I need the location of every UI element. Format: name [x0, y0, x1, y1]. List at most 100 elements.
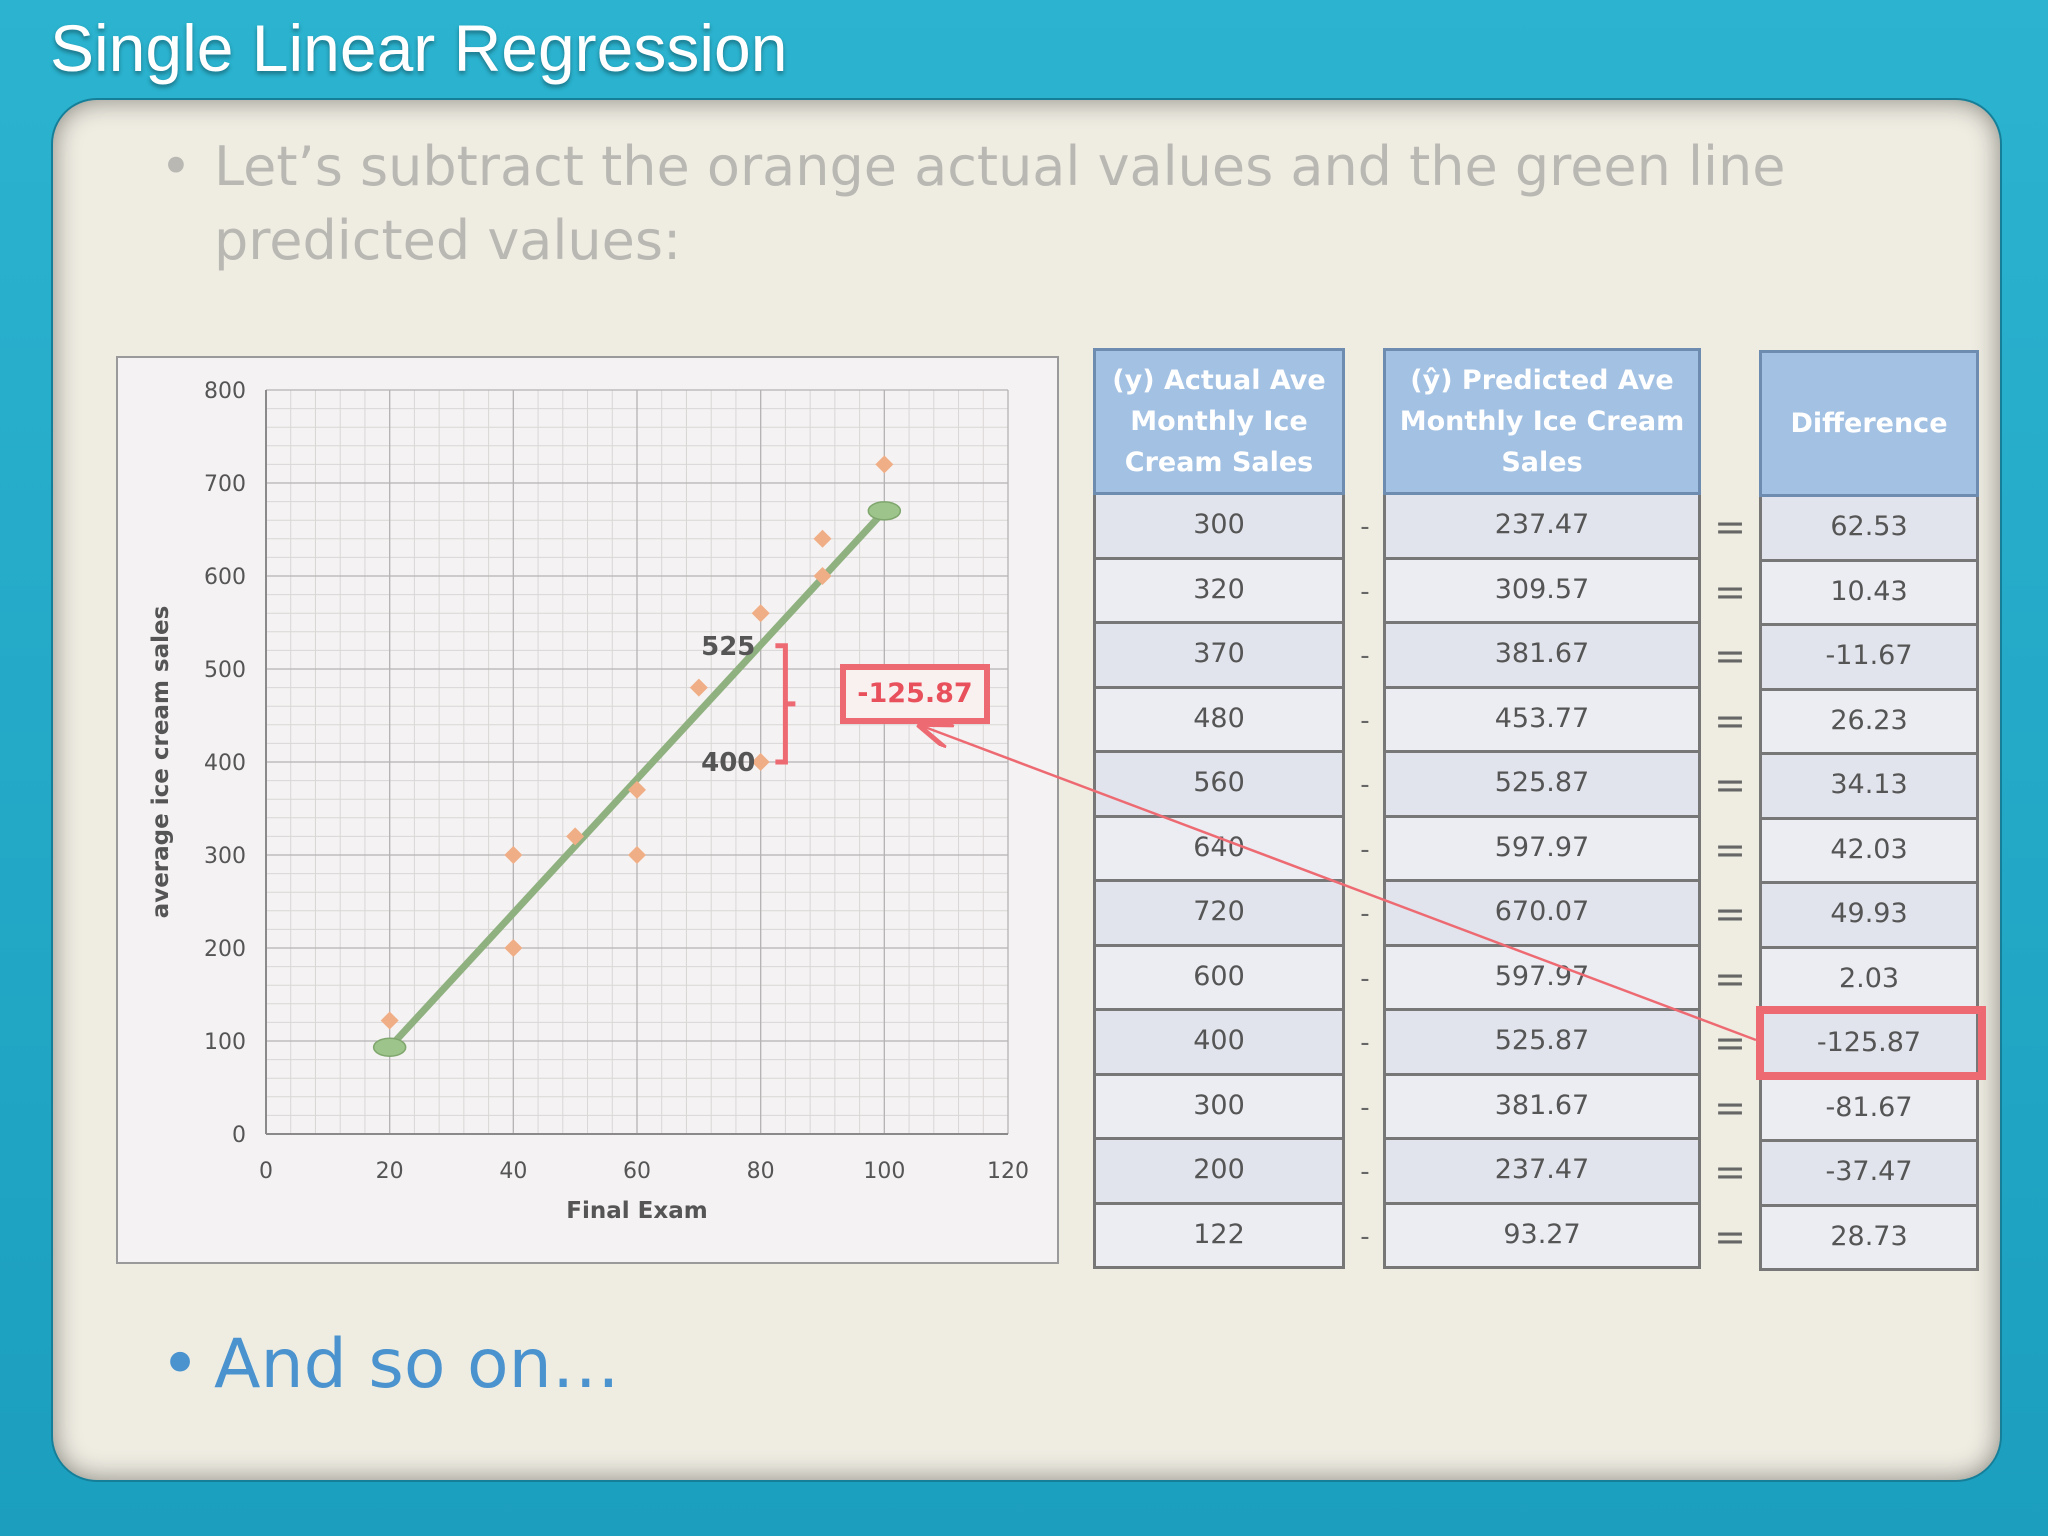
- chart-axes: 0 20 40 60 80 100 120 0 100 200 300 400 500 600 700 800…: [148, 379, 1029, 1224]
- difference-cell: 42.03: [1759, 819, 1979, 884]
- minus-sign: -: [1360, 1157, 1370, 1187]
- data-point: [628, 780, 646, 799]
- difference-cell: -11.67: [1759, 626, 1979, 691]
- regression-line: [386, 507, 888, 1051]
- minus-sign: -: [1360, 1221, 1370, 1252]
- data-point: [875, 455, 894, 474]
- predicted-cell: 381.67: [1383, 1075, 1701, 1140]
- equal-sign: =: [1714, 1021, 1746, 1065]
- difference-column: Difference 62.53 10.43 -11.67 26.23 34.13 42.…: [1759, 350, 1979, 1271]
- y-tick-label: 200: [204, 937, 246, 962]
- bullet-and-so-on-text: And so on…: [214, 1325, 620, 1404]
- actual-header: (y) Actual Ave Monthly Ice Cream Sales: [1093, 348, 1345, 495]
- predicted-cell: 597.97: [1383, 817, 1701, 882]
- minus-sign: -: [1360, 963, 1370, 994]
- predicted-cell: 237.47: [1383, 495, 1701, 560]
- actual-cell: 600: [1093, 946, 1345, 1011]
- difference-header: Difference: [1759, 350, 1979, 497]
- data-point: [751, 604, 770, 623]
- actual-cell: 480: [1093, 688, 1345, 753]
- data-point: [380, 1011, 399, 1030]
- actual-column: (y) Actual Ave Monthly Ice Cream Sales 3…: [1093, 348, 1345, 1269]
- data-point: [566, 827, 585, 846]
- bullet-intro: • Let’s subtract the orange actual value…: [160, 130, 1860, 278]
- difference-cell: 62.53: [1759, 497, 1979, 562]
- bullet-intro-text: Let’s subtract the orange actual values …: [214, 135, 1786, 272]
- difference-cell: -81.67: [1759, 1077, 1979, 1142]
- difference-cell: -37.47: [1759, 1142, 1979, 1207]
- difference-callout: -125.87: [840, 664, 990, 724]
- chart-annotations: 525 400: [701, 632, 796, 778]
- actual-cell: 560: [1093, 753, 1345, 818]
- highlighted-difference-box: [1756, 1006, 1986, 1080]
- x-tick-label: 0: [259, 1159, 273, 1184]
- predicted-cell: 525.87: [1383, 753, 1701, 818]
- actual-cell: 320: [1093, 559, 1345, 624]
- predicted-cell: 381.67: [1383, 624, 1701, 689]
- difference-cell: 49.93: [1759, 884, 1979, 949]
- x-tick-label: 40: [499, 1159, 527, 1184]
- bullet-dot-icon: •: [160, 1325, 201, 1404]
- y-axis-label: average ice cream sales: [148, 606, 174, 919]
- predicted-cell: 453.77: [1383, 688, 1701, 753]
- actual-cell: 300: [1093, 495, 1345, 560]
- predicted-cell: 597.97: [1383, 946, 1701, 1011]
- minus-sign: -: [1360, 1028, 1370, 1058]
- equal-sign: =: [1714, 763, 1746, 807]
- equal-sign: =: [1714, 634, 1746, 678]
- equal-sign: =: [1714, 505, 1746, 549]
- difference-cell: 26.23: [1759, 690, 1979, 755]
- predicted-cell: 670.07: [1383, 882, 1701, 947]
- data-points: [380, 455, 894, 1030]
- y-tick-label: 700: [204, 472, 246, 497]
- equal-sign: =: [1714, 569, 1746, 614]
- y-tick-label: 800: [204, 379, 246, 404]
- x-tick-label: 80: [747, 1159, 775, 1184]
- regression-line-group: [372, 501, 902, 1058]
- equal-signs: = = = = = = = = = = = =: [1710, 495, 1750, 1269]
- actual-cell: 200: [1093, 1140, 1345, 1205]
- minus-sign: -: [1360, 1092, 1370, 1123]
- chart-gridlines: [265, 389, 1009, 1135]
- actual-cell: 400: [1093, 1011, 1345, 1076]
- difference-cell: 28.73: [1759, 1206, 1979, 1271]
- x-tick-label: 20: [376, 1159, 404, 1184]
- equal-sign: =: [1714, 892, 1746, 936]
- difference-bracket: [775, 643, 788, 765]
- equal-sign: =: [1714, 1214, 1746, 1259]
- scatter-chart: 0 20 40 60 80 100 120 0 100 200 300 400 500 600 700 800…: [116, 356, 1059, 1264]
- minus-signs: - - - - - - - - - - - -: [1345, 495, 1385, 1269]
- predicted-column: (ŷ) Predicted Ave Monthly Ice Cream Sale…: [1383, 348, 1701, 1269]
- y-tick-label: 0: [232, 1123, 246, 1148]
- equal-sign: =: [1714, 1085, 1746, 1130]
- x-tick-label: 120: [987, 1159, 1029, 1184]
- y-tick-label: 300: [204, 844, 246, 869]
- bullet-dot-icon: •: [160, 135, 192, 198]
- data-point: [751, 753, 770, 771]
- actual-cell: 720: [1093, 882, 1345, 947]
- minus-sign: -: [1360, 512, 1370, 542]
- equal-sign: =: [1714, 1150, 1746, 1194]
- actual-cell: 122: [1093, 1204, 1345, 1269]
- x-tick-label: 100: [863, 1159, 905, 1184]
- data-point: [689, 678, 708, 697]
- minus-sign: -: [1360, 770, 1370, 800]
- x-tick-label: 60: [623, 1159, 651, 1184]
- difference-cell: 2.03: [1759, 948, 1979, 1013]
- minus-sign: -: [1360, 899, 1370, 929]
- x-axis-label: Final Exam: [566, 1198, 707, 1224]
- data-point: [628, 846, 646, 864]
- difference-cell: 10.43: [1759, 561, 1979, 626]
- y-tick-label: 600: [204, 565, 246, 590]
- y-tick-label: 400: [204, 751, 246, 776]
- minus-sign: -: [1360, 576, 1370, 607]
- minus-sign: -: [1360, 705, 1370, 736]
- equal-sign: =: [1714, 956, 1746, 1001]
- predicted-cell: 93.27: [1383, 1204, 1701, 1269]
- lower-value-label: 400: [701, 748, 755, 778]
- difference-cell: -125.87: [1759, 1013, 1979, 1078]
- data-point: [504, 846, 523, 864]
- data-point: [813, 529, 832, 548]
- actual-cell: 300: [1093, 1075, 1345, 1140]
- upper-value-label: 525: [701, 632, 755, 662]
